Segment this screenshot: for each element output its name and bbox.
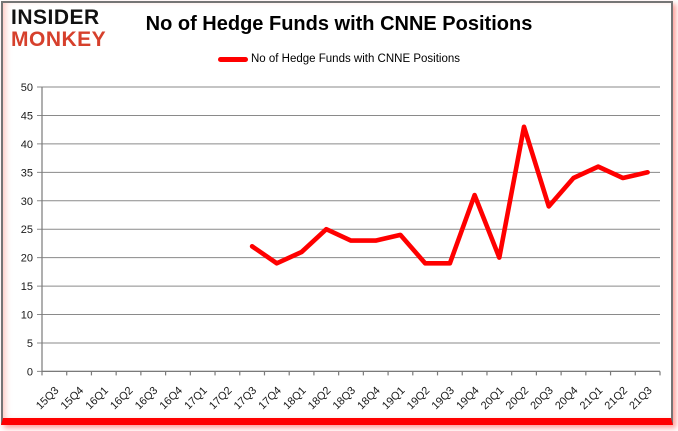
svg-text:20Q3: 20Q3 [528, 385, 556, 413]
legend: No of Hedge Funds with CNNE Positions [0, 53, 678, 65]
svg-text:15Q4: 15Q4 [59, 385, 87, 413]
svg-text:18Q1: 18Q1 [281, 385, 309, 413]
svg-text:0: 0 [27, 366, 33, 378]
svg-text:21Q1: 21Q1 [578, 385, 606, 413]
svg-text:21Q2: 21Q2 [603, 385, 631, 413]
svg-text:19Q4: 19Q4 [454, 385, 482, 413]
logo-monkey-text: MONKEY [11, 28, 107, 51]
svg-text:10: 10 [21, 310, 33, 322]
svg-text:50: 50 [21, 82, 33, 94]
svg-text:15Q3: 15Q3 [34, 385, 62, 413]
svg-text:19Q1: 19Q1 [380, 385, 408, 413]
svg-text:17Q1: 17Q1 [182, 385, 210, 413]
svg-text:20Q1: 20Q1 [479, 385, 507, 413]
svg-text:19Q3: 19Q3 [429, 385, 457, 413]
svg-text:35: 35 [21, 167, 33, 179]
svg-text:30: 30 [21, 196, 33, 208]
svg-text:5: 5 [27, 338, 33, 350]
svg-text:16Q2: 16Q2 [108, 385, 136, 413]
svg-text:18Q4: 18Q4 [355, 385, 383, 413]
svg-text:25: 25 [21, 224, 33, 236]
svg-text:19Q2: 19Q2 [405, 385, 433, 413]
svg-text:18Q3: 18Q3 [331, 385, 359, 413]
svg-text:45: 45 [21, 110, 33, 122]
insider-monkey-logo: INSIDER MONKEY [11, 7, 106, 50]
svg-text:15: 15 [21, 281, 33, 293]
svg-text:17Q3: 17Q3 [232, 385, 260, 413]
svg-text:17Q4: 17Q4 [256, 385, 284, 413]
svg-text:16Q3: 16Q3 [133, 385, 161, 413]
svg-text:17Q2: 17Q2 [207, 385, 235, 413]
svg-text:21Q3: 21Q3 [627, 385, 655, 413]
svg-text:20Q4: 20Q4 [553, 385, 581, 413]
legend-line-marker [217, 56, 248, 62]
svg-text:16Q4: 16Q4 [158, 385, 186, 413]
legend-label: No of Hedge Funds with CNNE Positions [250, 53, 460, 65]
svg-text:16Q1: 16Q1 [83, 385, 111, 413]
svg-text:18Q2: 18Q2 [306, 385, 334, 413]
svg-text:20: 20 [21, 253, 33, 265]
chart-frame [1, 1, 673, 425]
chart-title: No of Hedge Funds with CNNE Positions [145, 13, 533, 35]
svg-text:20Q2: 20Q2 [504, 385, 532, 413]
svg-text:40: 40 [21, 139, 33, 151]
logo-insider-text: INSIDER [11, 6, 100, 29]
